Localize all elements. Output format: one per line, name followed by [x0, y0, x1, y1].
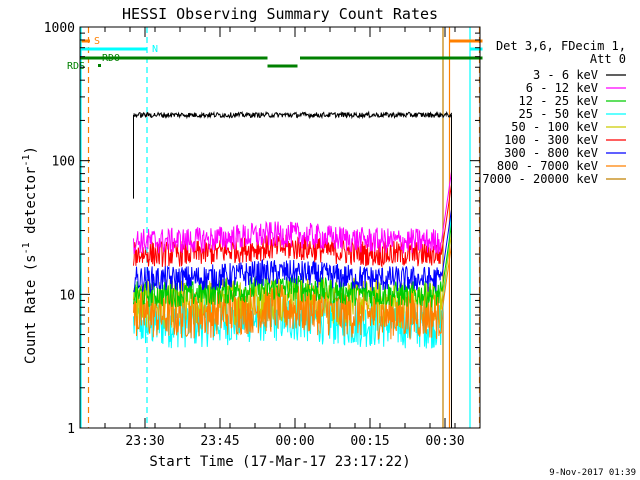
flag-label: N — [152, 44, 158, 55]
legend-header: Att 0 — [590, 52, 626, 66]
series-line — [133, 110, 452, 120]
legend-label: 12 - 25 keV — [519, 94, 598, 108]
y-tick-label: 10 — [59, 288, 75, 303]
chart-title: HESSI Observing Summary Count Rates — [122, 5, 438, 23]
x-tick-label: 00:00 — [275, 434, 314, 449]
y-tick-label: 1 — [67, 422, 75, 437]
series-layer — [133, 110, 452, 428]
flag-label: S — [94, 36, 100, 47]
legend-label: 3 - 6 keV — [533, 68, 598, 82]
x-tick-label: 00:15 — [350, 434, 389, 449]
x-axis-label: Start Time (17-Mar-17 23:17:22) — [149, 454, 410, 470]
flag-layer: S N RDO RDS — [67, 36, 483, 72]
legend-label: 50 - 100 keV — [511, 120, 598, 134]
flag-label: RDO — [102, 53, 120, 64]
series-line — [133, 171, 452, 255]
legend-label: 7000 - 20000 keV — [482, 172, 598, 186]
x-tick-label: 23:45 — [200, 434, 239, 449]
legend-header: Det 3,6, FDecim 1, — [496, 39, 626, 53]
series-line — [133, 184, 452, 269]
y-tick-label: 1000 — [44, 21, 75, 36]
rds-marker — [98, 64, 101, 67]
date-stamp: 9-Nov-2017 01:39 — [549, 468, 636, 478]
legend-label: 100 - 300 keV — [504, 133, 598, 147]
y-tick-label: 100 — [52, 155, 75, 170]
x-tick-label: 23:30 — [125, 434, 164, 449]
x-tick-label: 00:30 — [425, 434, 464, 449]
flag-label: RDS — [67, 61, 85, 72]
legend-label: 300 - 800 keV — [504, 146, 598, 160]
series-line — [133, 209, 452, 294]
legend-label: 6 - 12 keV — [526, 81, 598, 95]
legend-label: 25 - 50 keV — [519, 107, 598, 121]
legend-label: 800 - 7000 keV — [497, 159, 598, 173]
y-axis-label: Count Rate (s-1 detector-1) — [21, 146, 39, 364]
axes-layer: 1 10 100 1000 23:30 23:45 00:00 00:15 00:30 — [44, 21, 481, 449]
